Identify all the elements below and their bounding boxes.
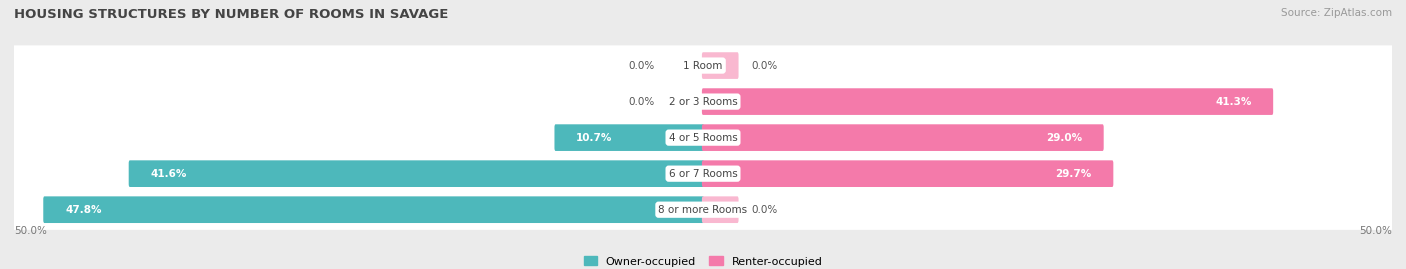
FancyBboxPatch shape xyxy=(702,124,1104,151)
Text: 0.0%: 0.0% xyxy=(751,61,778,70)
Text: Source: ZipAtlas.com: Source: ZipAtlas.com xyxy=(1281,8,1392,18)
FancyBboxPatch shape xyxy=(11,190,1395,230)
FancyBboxPatch shape xyxy=(129,160,704,187)
Text: 2 or 3 Rooms: 2 or 3 Rooms xyxy=(669,97,737,107)
Text: 29.0%: 29.0% xyxy=(1046,133,1083,143)
Text: 47.8%: 47.8% xyxy=(65,205,101,215)
Text: 8 or more Rooms: 8 or more Rooms xyxy=(658,205,748,215)
Text: HOUSING STRUCTURES BY NUMBER OF ROOMS IN SAVAGE: HOUSING STRUCTURES BY NUMBER OF ROOMS IN… xyxy=(14,8,449,21)
FancyBboxPatch shape xyxy=(11,45,1395,86)
FancyBboxPatch shape xyxy=(11,118,1395,158)
Legend: Owner-occupied, Renter-occupied: Owner-occupied, Renter-occupied xyxy=(583,256,823,267)
FancyBboxPatch shape xyxy=(702,52,738,79)
Text: 0.0%: 0.0% xyxy=(751,205,778,215)
Text: 29.7%: 29.7% xyxy=(1056,169,1091,179)
FancyBboxPatch shape xyxy=(44,196,704,223)
Text: 41.6%: 41.6% xyxy=(150,169,187,179)
FancyBboxPatch shape xyxy=(702,160,1114,187)
Text: 50.0%: 50.0% xyxy=(14,226,46,236)
Text: 50.0%: 50.0% xyxy=(1360,226,1392,236)
FancyBboxPatch shape xyxy=(11,82,1395,122)
Text: 4 or 5 Rooms: 4 or 5 Rooms xyxy=(669,133,737,143)
FancyBboxPatch shape xyxy=(11,154,1395,194)
Text: 0.0%: 0.0% xyxy=(628,61,655,70)
Text: 10.7%: 10.7% xyxy=(576,133,613,143)
Text: 0.0%: 0.0% xyxy=(628,97,655,107)
Text: 41.3%: 41.3% xyxy=(1215,97,1251,107)
FancyBboxPatch shape xyxy=(702,196,738,223)
FancyBboxPatch shape xyxy=(554,124,704,151)
Text: 6 or 7 Rooms: 6 or 7 Rooms xyxy=(669,169,737,179)
FancyBboxPatch shape xyxy=(702,88,1274,115)
Text: 1 Room: 1 Room xyxy=(683,61,723,70)
